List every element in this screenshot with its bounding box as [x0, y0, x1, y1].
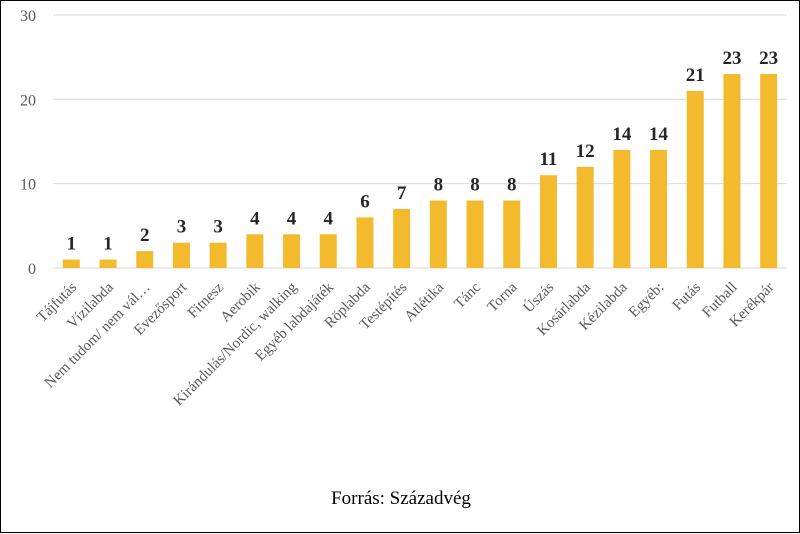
bar [613, 149, 631, 268]
data-label: 4 [250, 208, 260, 229]
bar [539, 175, 557, 268]
data-label: 8 [470, 175, 480, 196]
y-tick-label: 0 [28, 261, 36, 278]
data-label: 8 [507, 175, 517, 196]
bar [209, 242, 227, 268]
bar [686, 90, 704, 269]
data-label: 23 [759, 48, 778, 69]
bar [356, 217, 374, 268]
x-tick-label: Tánc [451, 279, 484, 312]
gridlines [53, 14, 787, 269]
y-tick-label: 30 [20, 8, 36, 25]
bar [172, 242, 190, 268]
bar [576, 166, 594, 268]
data-label: 23 [722, 48, 741, 69]
bar [246, 234, 264, 268]
bar [136, 251, 154, 268]
data-label: 8 [434, 175, 444, 196]
y-tick-label: 20 [20, 92, 36, 109]
bar [393, 208, 411, 268]
data-label: 4 [324, 208, 334, 229]
bars [62, 74, 778, 269]
bar [99, 259, 117, 268]
x-tick-label: Egyéb: [626, 280, 667, 321]
data-label: 1 [103, 234, 113, 255]
bar [723, 74, 741, 269]
bar [650, 149, 668, 268]
bar [62, 259, 80, 268]
data-label: 14 [649, 124, 669, 145]
data-label: 3 [213, 217, 223, 238]
data-label: 21 [686, 65, 705, 86]
source-caption: Forrás: Századvég [331, 488, 471, 509]
bar [319, 234, 337, 268]
data-label: 2 [140, 225, 150, 246]
data-label: 7 [397, 183, 407, 204]
bar [466, 200, 484, 268]
data-label: 6 [360, 191, 370, 212]
data-label: 14 [612, 124, 632, 145]
data-label: 11 [539, 149, 557, 170]
x-tick-label: Torna [485, 279, 521, 315]
data-label: 4 [287, 208, 297, 229]
y-tick-label: 10 [20, 177, 36, 194]
bar [503, 200, 521, 268]
data-label: 3 [177, 217, 187, 238]
data-label: 1 [67, 234, 77, 255]
bar [429, 200, 447, 268]
bar [283, 234, 301, 268]
x-tick-label: Atlétika [402, 279, 448, 325]
bar [760, 74, 778, 269]
y-axis-ticks: 0 10 20 30 [20, 8, 36, 278]
data-label: 12 [576, 141, 595, 162]
